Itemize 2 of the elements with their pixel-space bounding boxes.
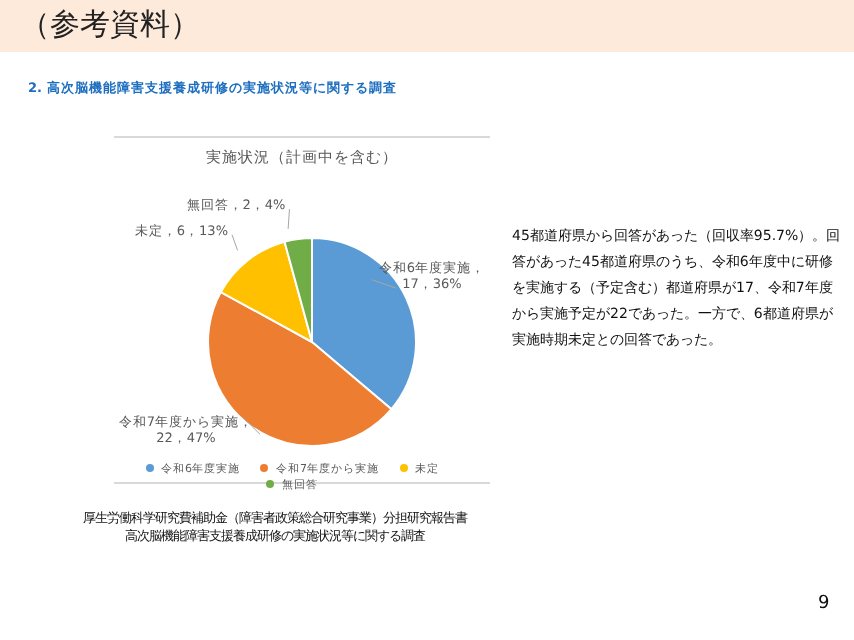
chart-title: （参考資料）	[20, 6, 200, 44]
text: 9	[818, 594, 830, 614]
